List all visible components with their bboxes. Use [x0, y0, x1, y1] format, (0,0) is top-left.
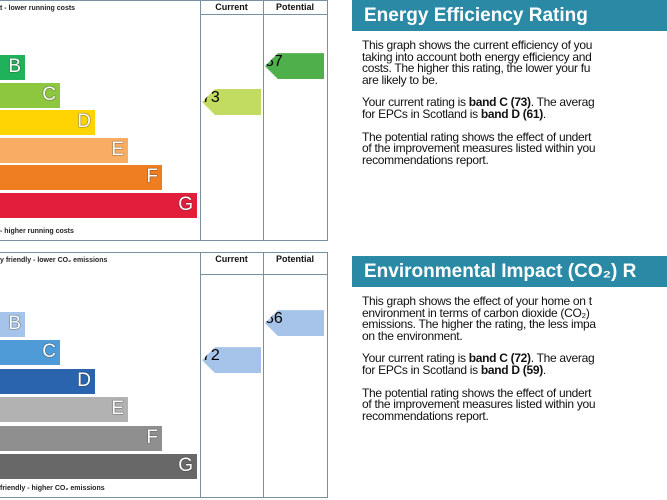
text-line: taking into account both energy efficien… [362, 49, 667, 64]
panel-title: Environmental Impact (CO₂) R [352, 256, 667, 287]
text-run: of the improvement measures listed withi… [362, 141, 596, 156]
band-bar: F [0, 165, 162, 191]
band-letter: F [146, 166, 158, 188]
panel-title: Energy Efficiency Rating [352, 0, 667, 31]
band-letter: D [77, 369, 91, 391]
text-run: for EPCs in Scotland is [362, 106, 481, 121]
text-line: This graph shows the effect of your home… [362, 294, 667, 308]
column-line [200, 252, 201, 498]
band-bar: D [0, 110, 95, 136]
text-run: . The averag [530, 95, 595, 110]
text-run: Your current rating is [362, 351, 469, 366]
text-run: environment in terms of carbon dioxide (… [362, 305, 590, 320]
top-label: y friendly - lower CO₂ emissions [0, 257, 108, 264]
text-line: of the improvement measures listed withi… [362, 141, 667, 156]
header-potential: Potential [275, 254, 314, 264]
bold-text: band C (72) [468, 351, 531, 366]
rating-table [0, 0, 328, 241]
text-run: recommendations report. [362, 152, 489, 167]
header-current: Current [215, 254, 248, 264]
column-line [263, 0, 264, 241]
text-line: for EPCs in Scotland is band D (61). [362, 106, 667, 121]
text-run: The potential rating shows the effect of… [362, 129, 592, 144]
band-letter: F [146, 426, 158, 448]
text-line: recommendations report. [362, 408, 667, 423]
column-line [263, 252, 264, 498]
band-letter: G [178, 455, 193, 476]
band-bar: B [0, 312, 25, 337]
band-letter: C [42, 341, 56, 363]
text-line: environment in terms of carbon dioxide (… [362, 305, 667, 320]
band-letter: C [42, 83, 56, 105]
text-run: This graph shows the effect of your home… [362, 294, 592, 308]
text-run: . [542, 362, 546, 377]
paragraph: The potential rating shows the effect of… [362, 129, 667, 167]
band-bar: F [0, 425, 162, 451]
band-letter: B [8, 313, 21, 334]
band-bar: D [0, 368, 95, 394]
text-line: Your current rating is band C (72). The … [362, 351, 667, 366]
header-line [200, 14, 327, 15]
rating-arrow: 87 [265, 53, 324, 80]
panel-body: This graph shows the current efficiency … [352, 31, 667, 166]
band-bar: C [0, 340, 60, 366]
bottom-label: friendly - higher CO₂ emissions [0, 485, 105, 492]
band-letter: E [111, 398, 124, 420]
text-line: for EPCs in Scotland is band D (59). [362, 362, 667, 377]
text-run: This graph shows the current efficiency … [362, 38, 593, 52]
bold-text: band D (61) [480, 106, 543, 121]
header-line [200, 274, 327, 275]
text-line: costs. The higher this rating, the lower… [362, 61, 667, 76]
text-line: Your current rating is band C (73). The … [362, 95, 667, 110]
top-label: t - lower running costs [0, 5, 76, 12]
text-run: are likely to be. [362, 72, 438, 87]
text-line: recommendations report. [362, 152, 667, 167]
bold-text: band D (59) [480, 362, 543, 377]
band-bar: B [0, 55, 25, 80]
paragraph: Your current rating is band C (73). The … [362, 95, 667, 121]
text-run: emissions. The higher the rating, the le… [362, 317, 596, 332]
paragraph: The potential rating shows the effect of… [362, 385, 667, 423]
text-run: . [542, 106, 546, 121]
bottom-label: - higher running costs [0, 228, 74, 235]
band-bar: E [0, 397, 128, 423]
header-current: Current [215, 2, 248, 12]
header-potential: Potential [275, 2, 314, 12]
text-run: Your current rating is [362, 95, 469, 110]
panel-body: This graph shows the effect of your home… [352, 287, 667, 422]
text-panel: Energy Efficiency Rating This graph shows… [352, 0, 667, 177]
text-line: This graph shows the current efficiency … [362, 38, 667, 52]
band-bar: E [0, 137, 128, 163]
band-letter: E [111, 138, 124, 160]
band-letter: G [178, 194, 193, 215]
bold-text: band C (73) [468, 95, 531, 110]
text-run: on the environment. [362, 328, 463, 343]
paragraph: This graph shows the current efficiency … [362, 38, 667, 87]
text-line: are likely to be. [362, 72, 667, 87]
text-line: on the environment. [362, 328, 667, 343]
paragraph: This graph shows the effect of your home… [362, 294, 667, 343]
text-run: taking into account both energy efficien… [362, 49, 592, 64]
rating-table [0, 252, 328, 498]
column-line [200, 0, 201, 241]
text-panel: Environmental Impact (CO₂) R This graph s… [352, 256, 667, 433]
text-line: The potential rating shows the effect of… [362, 129, 667, 144]
text-run: of the improvement measures listed withi… [362, 397, 596, 412]
text-run: costs. The higher this rating, the lower… [362, 61, 591, 76]
text-run: for EPCs in Scotland is [362, 362, 481, 377]
band-letter: B [8, 56, 21, 77]
text-run: recommendations report. [362, 408, 489, 423]
paragraph: Your current rating is band C (72). The … [362, 351, 667, 377]
band-bar: G [0, 454, 197, 479]
band-bar: C [0, 82, 60, 108]
band-letter: D [77, 111, 91, 133]
text-run: The potential rating shows the effect of… [362, 385, 592, 400]
text-line: emissions. The higher the rating, the le… [362, 317, 667, 332]
text-line: The potential rating shows the effect of… [362, 385, 667, 400]
band-bar: G [0, 193, 197, 218]
rating-arrow: 86 [265, 310, 324, 337]
text-line: of the improvement measures listed withi… [362, 397, 667, 412]
text-run: . The averag [530, 351, 595, 366]
